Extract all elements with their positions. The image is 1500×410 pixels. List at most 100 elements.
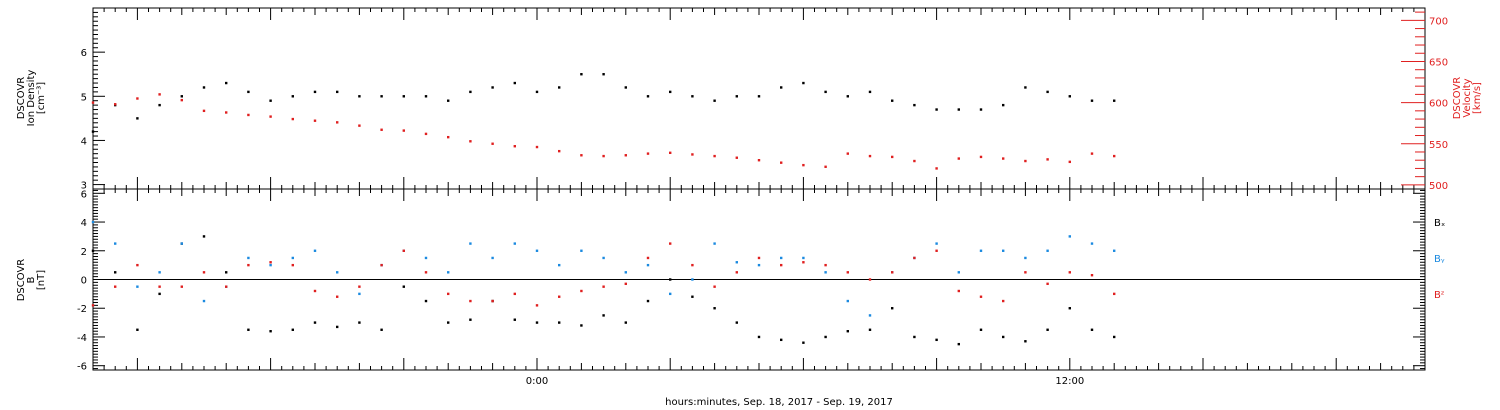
- velocity-point: [979, 155, 983, 159]
- bz-point: [602, 285, 605, 288]
- bx-point: [558, 321, 561, 324]
- ion-density-point: [380, 95, 383, 98]
- bz-point: [491, 299, 494, 303]
- legend-bx: Bₓ: [1434, 218, 1445, 229]
- ion-density-point: [691, 95, 694, 98]
- ion-density-point: [269, 99, 272, 102]
- ion-density-point: [513, 81, 516, 85]
- bx-point: [158, 292, 161, 296]
- bz-point: [424, 271, 428, 274]
- velocity-point: [691, 153, 694, 156]
- field-axis-label: DSCOVR: [16, 259, 27, 302]
- by-point: [535, 249, 539, 252]
- bx-point: [402, 285, 405, 288]
- ion-density-point: [180, 95, 183, 98]
- velocity-point: [513, 145, 516, 148]
- velocity-point: [1113, 154, 1116, 158]
- velocity-point: [491, 142, 494, 145]
- ion-density-point: [735, 95, 738, 98]
- bx-point: [691, 295, 694, 298]
- bz-point: [646, 256, 650, 260]
- ion-density-point: [935, 108, 938, 111]
- bz-point: [891, 271, 894, 274]
- velocity-point: [380, 128, 383, 131]
- velocity-point: [558, 149, 561, 153]
- ion-density-point: [624, 86, 627, 89]
- ion-density-point: [247, 90, 250, 94]
- bz-series: [91, 242, 1116, 307]
- ion-density-point: [402, 95, 405, 98]
- bz-point: [358, 285, 361, 288]
- velocity-tick-label: 550: [1429, 140, 1448, 151]
- velocity-point: [269, 115, 272, 118]
- bx-point: [336, 325, 339, 329]
- field-axis-label: [nT]: [36, 270, 47, 290]
- density-tick-label: 3: [81, 181, 87, 192]
- by-point: [114, 242, 117, 245]
- ion-density-point: [202, 86, 206, 89]
- bz-point: [114, 285, 117, 288]
- ion-density-point: [957, 108, 960, 111]
- bx-point: [757, 335, 761, 339]
- velocity-point: [646, 152, 650, 155]
- velocity-point: [225, 111, 228, 114]
- by-point: [247, 256, 250, 260]
- ion-density-point: [535, 90, 539, 94]
- by-point: [1046, 249, 1049, 252]
- x-axis-ticks: [92, 8, 1426, 370]
- field-tick-label: -4: [77, 333, 87, 344]
- bz-point: [624, 282, 627, 286]
- bz-point: [846, 271, 849, 274]
- x-tick-label: 0:00: [526, 376, 548, 387]
- velocity-point: [202, 109, 206, 113]
- bx-point: [225, 271, 228, 274]
- bz-point: [1002, 299, 1005, 303]
- by-point: [291, 256, 294, 260]
- by-point: [1024, 256, 1027, 260]
- bz-point: [247, 263, 250, 267]
- ion-density-point: [824, 90, 827, 94]
- velocity-tick-label: 650: [1429, 57, 1448, 68]
- ion-density-point: [313, 90, 317, 94]
- velocity-point: [868, 154, 872, 158]
- density-tick-label: 6: [81, 48, 87, 59]
- field-tick-label: 4: [81, 218, 87, 229]
- by-point: [979, 249, 983, 252]
- velocity-point: [291, 117, 294, 121]
- velocity-point: [580, 154, 583, 157]
- bz-point: [1068, 271, 1071, 274]
- by-point: [558, 263, 561, 267]
- by-point: [202, 299, 206, 303]
- bx-point: [136, 328, 139, 331]
- bx-point: [602, 314, 605, 317]
- density-axis-label: [cm⁻³]: [36, 82, 47, 114]
- ion-density-point: [580, 73, 583, 76]
- ion-density-point: [336, 90, 339, 94]
- bx-point: [114, 271, 117, 274]
- ion-density-point: [1024, 86, 1027, 89]
- bx-point: [447, 321, 450, 324]
- ion-density-point: [558, 86, 561, 89]
- ion-density-point: [136, 117, 139, 120]
- legend-bz: Bᶻ: [1434, 290, 1445, 301]
- velocity-point: [757, 159, 761, 162]
- by-point: [735, 261, 738, 264]
- bz-point: [913, 256, 916, 260]
- velocity-point: [469, 140, 472, 143]
- by-point: [846, 299, 849, 303]
- by-point: [269, 263, 272, 267]
- ion-density-point: [291, 95, 294, 98]
- ion-density-point: [913, 103, 916, 107]
- ion-density-point: [891, 99, 894, 102]
- by-point: [513, 242, 516, 245]
- velocity-point: [313, 119, 317, 122]
- velocity-point: [535, 145, 539, 149]
- field-tick-label: -6: [77, 362, 87, 373]
- velocity-point: [1068, 160, 1071, 164]
- bz-point: [802, 261, 805, 264]
- bz-point: [1024, 271, 1027, 274]
- bx-point: [91, 249, 95, 252]
- bz-point: [269, 261, 272, 264]
- bx-point: [1046, 328, 1049, 331]
- velocity-axis-label: [km/s]: [1472, 82, 1483, 114]
